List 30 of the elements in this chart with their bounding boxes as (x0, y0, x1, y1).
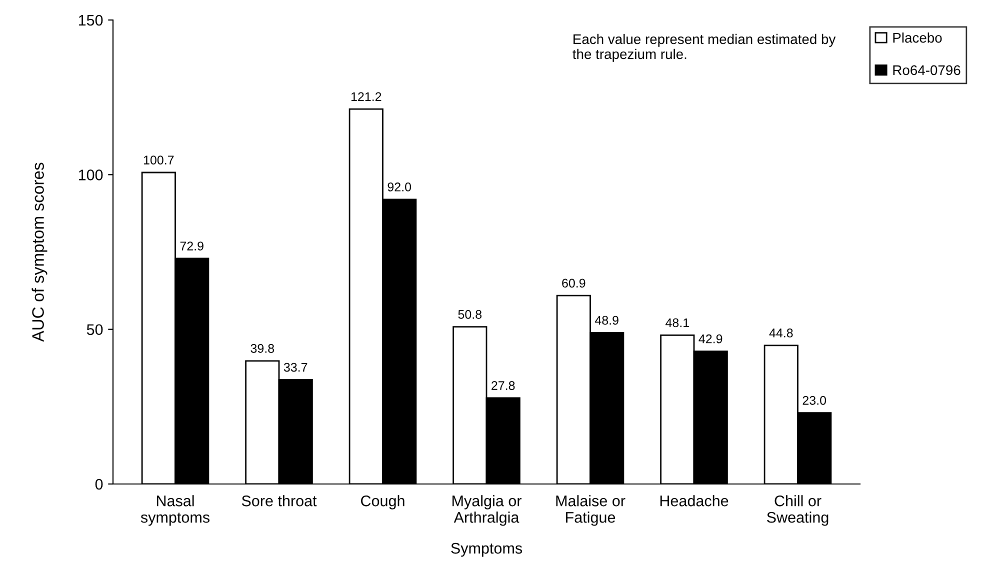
legend-label: Ro64-0796 (893, 65, 960, 76)
x-tick-label: Chill or Sweating (767, 495, 828, 526)
data-label: 48.1 (666, 318, 689, 328)
data-label: 33.7 (284, 362, 308, 372)
data-label: 39.8 (250, 344, 274, 353)
y-axis-title: AUC of symptom scores (32, 162, 48, 342)
x-tick-label: Malaise or Fatigue (556, 495, 626, 526)
annotation: Each value represent median estimated by the trapezium rule. (572, 34, 836, 62)
x-tick-label: Nasal symptoms (140, 495, 210, 526)
x-tick-label: Cough (361, 495, 404, 510)
data-label: 92.0 (388, 182, 412, 192)
x-tick-label: Sore throat (242, 495, 317, 506)
data-label: 72.9 (180, 242, 204, 250)
y-tick-label: 0 (95, 478, 103, 490)
x-tick-label: Headache (660, 495, 728, 506)
data-label: 42.9 (698, 334, 722, 344)
data-label: 27.8 (492, 381, 515, 390)
x-axis-title: Symptoms (451, 542, 522, 557)
x-tick-label: Myalgia or Arthralgia (452, 495, 522, 526)
data-label: 50.8 (458, 310, 482, 319)
data-label: 23.0 (802, 396, 826, 405)
data-label: 100.7 (144, 156, 174, 164)
data-label: 60.9 (562, 278, 586, 288)
data-label: 48.9 (594, 316, 618, 325)
data-label: 121.2 (351, 92, 382, 101)
data-label: 44.8 (769, 328, 793, 338)
y-tick-label: 150 (78, 14, 103, 26)
legend-label: Placebo (893, 32, 942, 43)
y-tick-label: 50 (86, 324, 103, 336)
y-tick-label: 100 (78, 170, 103, 180)
